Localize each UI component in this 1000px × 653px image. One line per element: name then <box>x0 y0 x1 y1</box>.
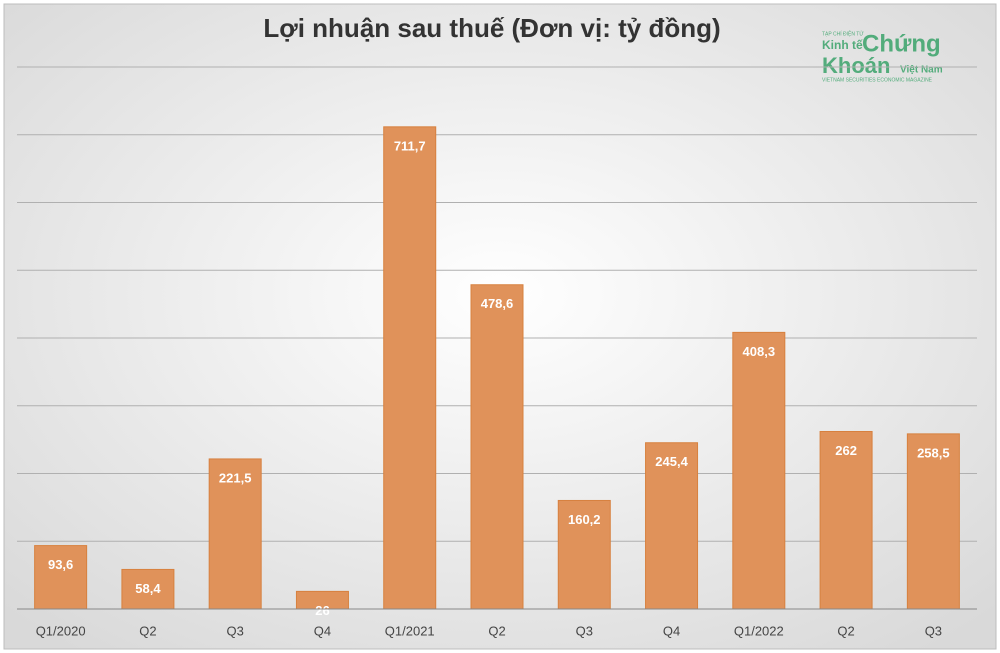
x-tick-label: Q2 <box>139 623 156 638</box>
data-label: 93,6 <box>48 557 73 572</box>
x-tick-label: Q3 <box>227 623 244 638</box>
watermark-text: VIETNAM SECURITIES ECONOMIC MAGAZINE <box>822 77 933 83</box>
data-label: 478,6 <box>481 296 514 311</box>
x-tick-label: Q1/2020 <box>36 623 86 638</box>
bar <box>121 568 175 610</box>
data-label: 58,4 <box>135 581 161 596</box>
watermark-text: Chứng <box>862 30 941 57</box>
data-label: 221,5 <box>219 470 252 485</box>
data-label: 26 <box>315 603 329 618</box>
x-tick-label: Q1/2022 <box>734 623 784 638</box>
bar <box>906 433 960 610</box>
bar <box>34 545 88 610</box>
watermark-text: Việt Nam <box>900 65 943 76</box>
watermark-text: Kinh tế <box>822 38 863 52</box>
data-label: 408,3 <box>743 344 776 359</box>
chart-title: Lợi nhuận sau thuế (Đơn vị: tỷ đồng) <box>263 13 720 43</box>
x-tick-label: Q2 <box>488 623 505 638</box>
bar <box>208 458 262 610</box>
bar <box>383 126 437 610</box>
x-tick-label: Q1/2021 <box>385 623 435 638</box>
data-label: 262 <box>835 443 857 458</box>
bar <box>732 331 786 610</box>
x-tick-label: Q2 <box>837 623 854 638</box>
x-tick-label: Q4 <box>314 623 331 638</box>
watermark-text: Khoán <box>822 53 890 78</box>
bar <box>645 442 699 610</box>
data-label: 245,4 <box>655 454 688 469</box>
watermark: TẠP CHÍ ĐIỆN TỬ Kinh tế Chứng Khoán Việt… <box>822 29 943 83</box>
x-tick-label: Q3 <box>576 623 593 638</box>
data-label: 711,7 <box>394 138 426 153</box>
x-tick-label: Q3 <box>925 623 942 638</box>
bar <box>557 499 611 610</box>
data-label: 258,5 <box>917 445 950 460</box>
data-label: 160,2 <box>568 512 601 527</box>
x-tick-label: Q4 <box>663 623 680 638</box>
bar <box>470 284 524 610</box>
bar <box>819 430 873 610</box>
watermark-text: TẠP CHÍ ĐIỆN TỬ <box>822 29 864 37</box>
